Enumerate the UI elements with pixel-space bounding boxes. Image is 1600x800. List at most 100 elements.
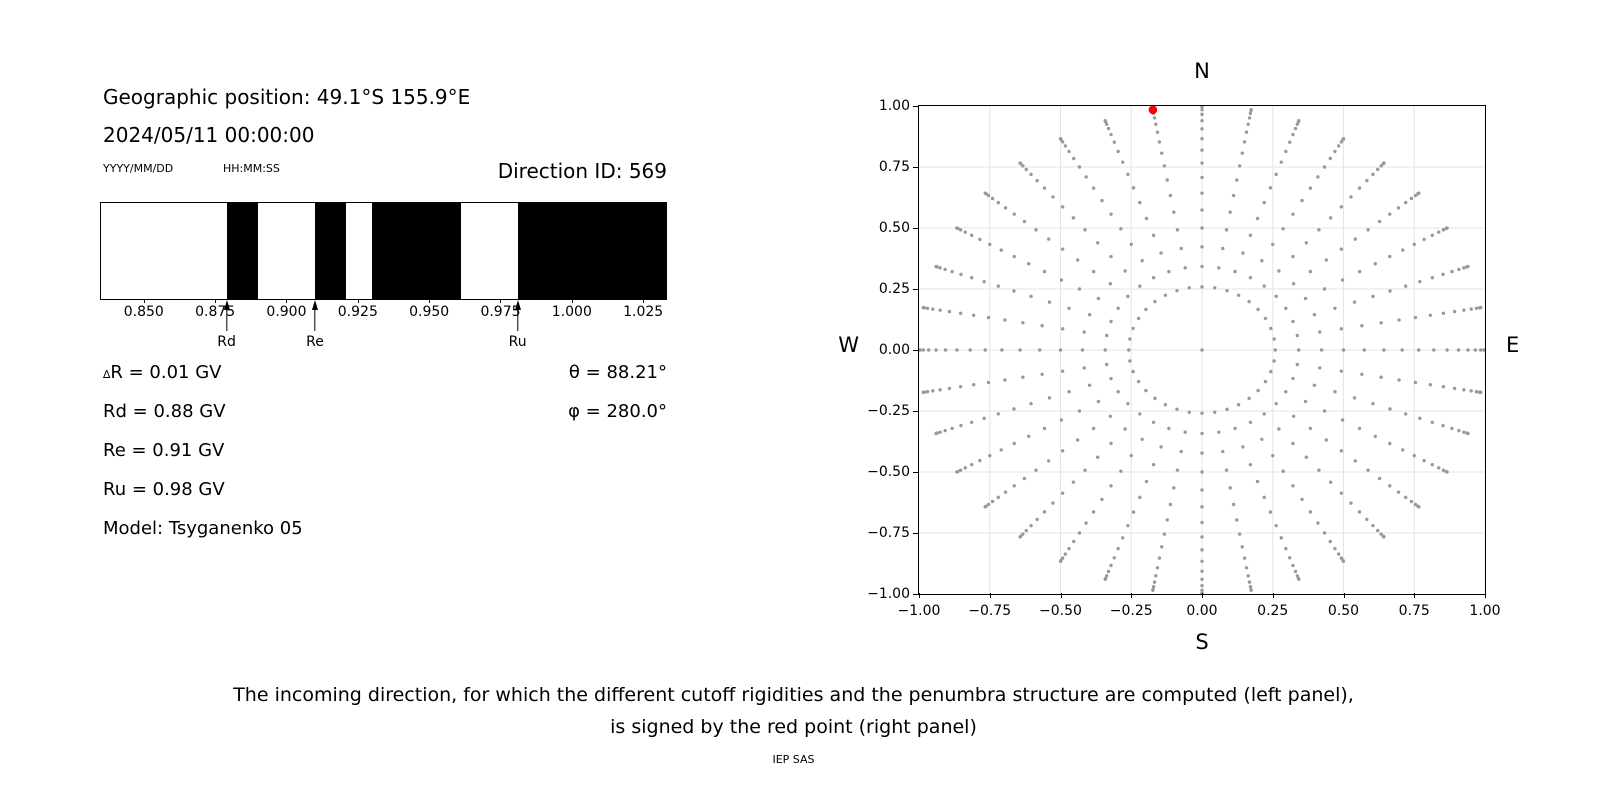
direction-dot — [1322, 531, 1327, 535]
direction-dot — [1413, 315, 1418, 320]
direction-dot — [1474, 306, 1479, 310]
direction-dot — [1312, 313, 1317, 317]
x-tick-mark — [1485, 593, 1486, 598]
direction-dot — [1151, 276, 1156, 280]
direction-dot — [1248, 276, 1253, 280]
direction-dot — [1474, 390, 1479, 394]
direction-dot — [1291, 563, 1295, 568]
x-tick-label: 0.950 — [409, 304, 450, 320]
direction-dot — [1154, 122, 1158, 126]
direction-dot — [1083, 468, 1087, 472]
ru-arrow-icon — [514, 300, 521, 310]
direction-dot — [1262, 200, 1266, 205]
direction-dot — [1341, 348, 1346, 352]
direction-dot — [1187, 410, 1191, 414]
directions-plot: −1.00 −0.75 −0.50 −0.25 0.00 0.25 0.50 0.75 1.00… — [867, 99, 1500, 618]
direction-dot — [1168, 502, 1173, 507]
direction-dot — [1466, 264, 1470, 269]
direction-dot — [1388, 484, 1392, 488]
model-row: Model: Tsyganenko 05 — [103, 518, 303, 539]
direction-dot — [1129, 453, 1133, 458]
direction-dot — [1152, 116, 1157, 120]
direction-dot — [1104, 122, 1109, 126]
direction-dot — [1248, 462, 1253, 467]
direction-dot — [1084, 521, 1088, 525]
direction-dot — [1018, 348, 1022, 352]
forbidden-band — [226, 203, 258, 299]
direction-dot — [1400, 348, 1404, 352]
direction-dot — [1059, 418, 1064, 422]
direction-dot — [1140, 437, 1144, 442]
direction-dot — [1304, 241, 1309, 245]
direction-dot — [1248, 420, 1253, 424]
x-tick-mark — [429, 299, 431, 303]
direction-dot — [1379, 164, 1383, 168]
direction-dot — [1430, 462, 1435, 467]
rd-arrow-label: Rd — [217, 334, 236, 350]
delta-r-row: ∆R = 0.01 GV — [103, 362, 221, 384]
y-tick-label: 0.50 — [878, 220, 910, 236]
direction-dot — [1291, 484, 1295, 488]
direction-dot — [958, 311, 963, 316]
direction-dot — [1441, 311, 1446, 316]
direction-dot — [1131, 326, 1135, 331]
direction-dot — [969, 233, 974, 238]
direction-dot — [1249, 108, 1253, 112]
direction-dot — [1131, 510, 1136, 514]
direction-dot — [1376, 167, 1380, 172]
direction-dot — [1256, 307, 1260, 312]
direction-dot — [1029, 523, 1033, 528]
direction-dot — [1303, 296, 1308, 301]
direction-dot — [1413, 193, 1418, 198]
direction-dot — [1075, 258, 1080, 262]
direction-dot — [1281, 227, 1285, 231]
direction-dot — [1131, 186, 1136, 190]
direction-dot — [1187, 286, 1191, 290]
direction-dot — [1422, 237, 1426, 242]
direction-dot — [1040, 323, 1044, 328]
direction-dot — [1291, 441, 1295, 446]
direction-dot — [1140, 258, 1144, 263]
direction-dot — [1277, 269, 1281, 273]
direction-dot — [1366, 468, 1370, 472]
direction-dot — [1462, 266, 1466, 270]
direction-dot — [1291, 414, 1296, 418]
direction-dot — [1060, 556, 1065, 560]
direction-dot — [1034, 228, 1038, 232]
direction-dot — [1430, 420, 1435, 424]
direction-dot — [983, 505, 987, 509]
direction-dot — [986, 315, 991, 320]
direction-dot — [1024, 167, 1028, 172]
direction-dot — [1297, 577, 1301, 581]
direction-dot — [1262, 412, 1266, 416]
direction-dot — [1341, 559, 1346, 564]
direction-dot — [1303, 399, 1308, 404]
direction-dot — [1352, 396, 1357, 400]
direction-dot — [1231, 502, 1236, 507]
direction-dot — [1175, 407, 1179, 412]
direction-dot — [958, 384, 963, 389]
direction-dot — [1138, 412, 1142, 416]
direction-dot — [1144, 388, 1148, 393]
direction-dot — [1333, 546, 1337, 551]
direction-dot — [1200, 559, 1204, 564]
direction-dot — [1060, 247, 1065, 251]
direction-dot — [1357, 186, 1362, 190]
direction-dot — [1281, 469, 1285, 473]
direction-dot — [1268, 510, 1273, 514]
x-tick-mark — [1060, 593, 1062, 598]
direction-dot — [1021, 164, 1025, 168]
direction-dot — [1297, 348, 1301, 352]
direction-dot — [1450, 426, 1454, 431]
direction-dot — [1029, 172, 1033, 177]
direction-dot — [1200, 264, 1204, 269]
direction-dot — [926, 348, 931, 352]
direction-dot — [1183, 266, 1187, 270]
x-tick-mark — [1202, 593, 1203, 598]
direction-dot — [1371, 523, 1375, 528]
direction-dot — [1037, 348, 1042, 352]
direction-dot — [1100, 497, 1104, 502]
direction-dot — [978, 237, 982, 242]
direction-dot — [1360, 323, 1364, 328]
direction-dot — [1284, 390, 1288, 394]
